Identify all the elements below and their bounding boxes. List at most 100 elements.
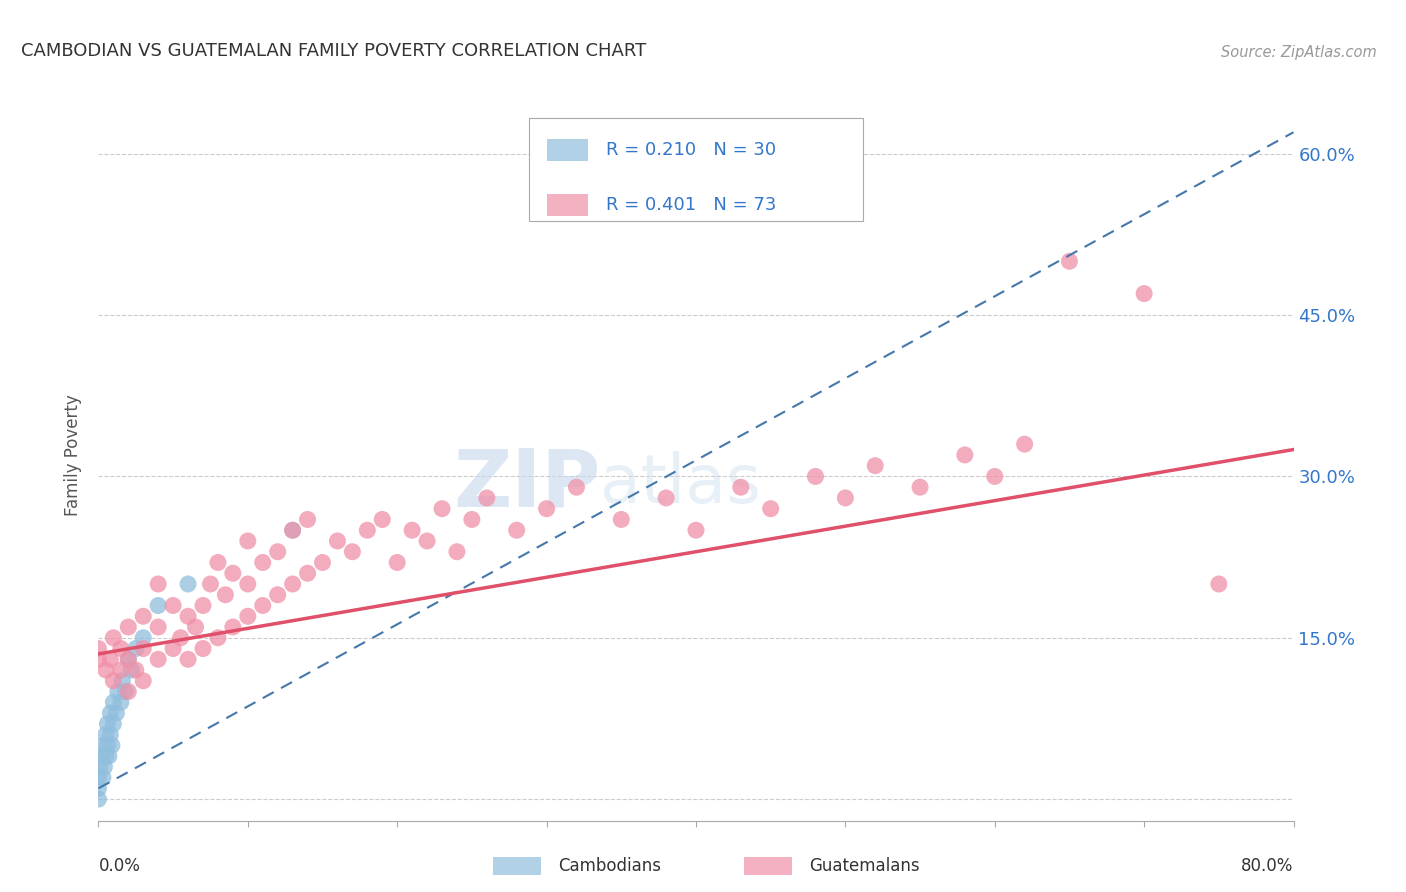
Point	[132, 631, 155, 645]
Point	[804, 469, 827, 483]
Text: R = 0.401   N = 73: R = 0.401 N = 73	[606, 195, 776, 214]
Point	[184, 620, 207, 634]
Point	[267, 545, 290, 559]
Point	[207, 631, 229, 645]
Point	[125, 663, 148, 677]
Point	[371, 512, 394, 526]
FancyBboxPatch shape	[529, 119, 863, 221]
Point	[162, 599, 184, 613]
Point	[191, 641, 214, 656]
Point	[1208, 577, 1230, 591]
Point	[110, 641, 132, 656]
Point	[401, 523, 423, 537]
Point	[117, 652, 139, 666]
Point	[103, 716, 125, 731]
Point	[297, 566, 319, 581]
Point	[685, 523, 707, 537]
Point	[169, 631, 191, 645]
Point	[214, 588, 236, 602]
Point	[1014, 437, 1036, 451]
Point	[759, 501, 782, 516]
Point	[91, 739, 114, 753]
Text: Cambodians: Cambodians	[558, 857, 662, 875]
Point	[430, 501, 453, 516]
Point	[132, 609, 155, 624]
Point	[236, 609, 259, 624]
Text: Source: ZipAtlas.com: Source: ZipAtlas.com	[1222, 45, 1378, 60]
Point	[356, 523, 378, 537]
Point	[96, 739, 118, 753]
Point	[148, 620, 170, 634]
Point	[91, 771, 114, 785]
Point	[222, 566, 245, 581]
Point	[475, 491, 498, 505]
Point	[385, 556, 409, 570]
Point	[125, 641, 148, 656]
Point	[120, 663, 142, 677]
Text: 80.0%: 80.0%	[1241, 857, 1294, 875]
Point	[461, 512, 484, 526]
Point	[100, 728, 122, 742]
Y-axis label: Family Poverty: Family Poverty	[65, 394, 83, 516]
Point	[416, 533, 439, 548]
Point	[984, 469, 1007, 483]
Point	[506, 523, 529, 537]
Point	[297, 512, 319, 526]
Point	[177, 609, 200, 624]
Point	[222, 620, 245, 634]
Point	[610, 512, 633, 526]
Point	[565, 480, 588, 494]
Point	[87, 771, 110, 785]
Point	[111, 673, 134, 688]
Point	[110, 695, 132, 709]
Point	[132, 641, 155, 656]
Point	[87, 652, 110, 666]
Point	[655, 491, 678, 505]
Point	[342, 545, 364, 559]
Point	[281, 523, 304, 537]
Point	[252, 599, 274, 613]
Point	[94, 749, 117, 764]
Point	[148, 652, 170, 666]
FancyBboxPatch shape	[744, 857, 792, 876]
Point	[103, 631, 125, 645]
Point	[953, 448, 976, 462]
Point	[311, 556, 333, 570]
FancyBboxPatch shape	[547, 139, 589, 161]
Point	[87, 781, 110, 796]
Point	[1133, 286, 1156, 301]
FancyBboxPatch shape	[494, 857, 540, 876]
Point	[107, 684, 129, 698]
Point	[207, 556, 229, 570]
Point	[536, 501, 558, 516]
Point	[834, 491, 856, 505]
Point	[96, 716, 118, 731]
Text: Guatemalans: Guatemalans	[810, 857, 920, 875]
Point	[132, 673, 155, 688]
Point	[267, 588, 290, 602]
Text: 0.0%: 0.0%	[98, 857, 141, 875]
Point	[105, 706, 128, 720]
Point	[148, 577, 170, 591]
Point	[110, 663, 132, 677]
Point	[252, 556, 274, 570]
Point	[90, 749, 112, 764]
Text: atlas: atlas	[600, 451, 761, 517]
Point	[865, 458, 887, 473]
Point	[117, 620, 139, 634]
Text: CAMBODIAN VS GUATEMALAN FAMILY POVERTY CORRELATION CHART: CAMBODIAN VS GUATEMALAN FAMILY POVERTY C…	[21, 42, 645, 60]
Point	[117, 652, 139, 666]
Point	[177, 652, 200, 666]
Point	[908, 480, 931, 494]
Point	[87, 792, 110, 806]
Point	[191, 599, 214, 613]
Point	[101, 739, 124, 753]
Point	[94, 728, 117, 742]
Point	[236, 533, 259, 548]
Point	[100, 652, 122, 666]
Point	[200, 577, 222, 591]
Point	[281, 523, 304, 537]
Point	[103, 673, 125, 688]
Point	[94, 663, 117, 677]
Text: R = 0.210   N = 30: R = 0.210 N = 30	[606, 141, 776, 159]
